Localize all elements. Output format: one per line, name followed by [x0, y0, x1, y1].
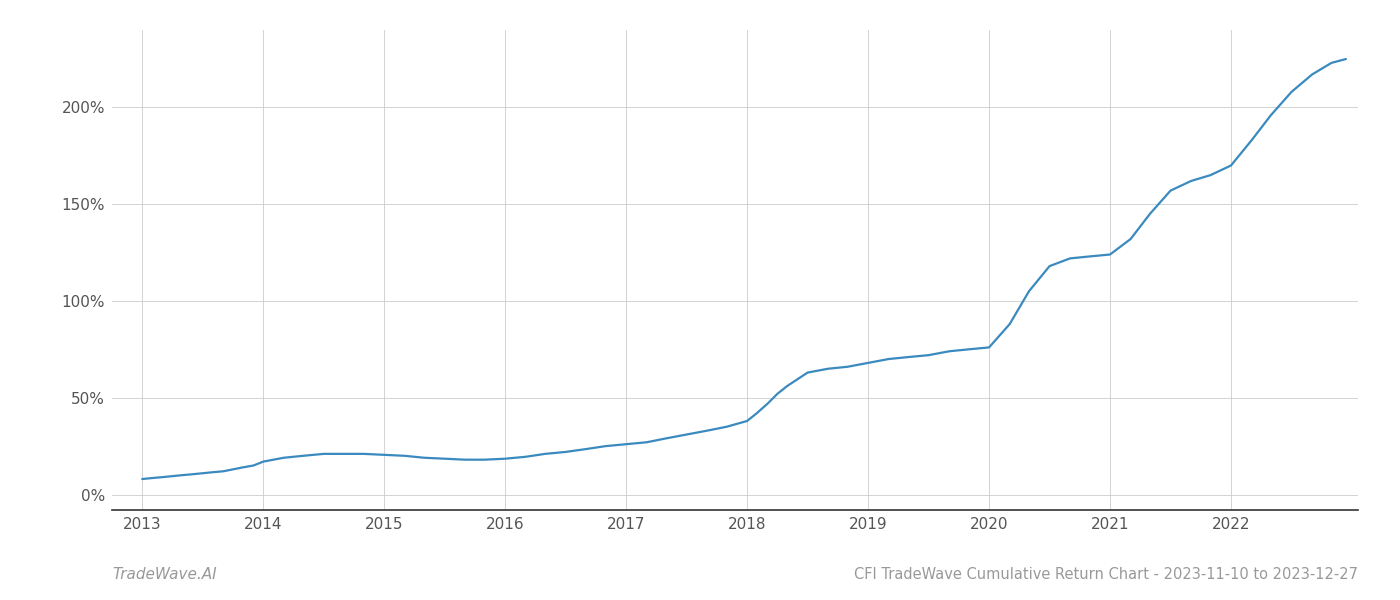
Text: TradeWave.AI: TradeWave.AI [112, 567, 217, 582]
Text: CFI TradeWave Cumulative Return Chart - 2023-11-10 to 2023-12-27: CFI TradeWave Cumulative Return Chart - … [854, 567, 1358, 582]
